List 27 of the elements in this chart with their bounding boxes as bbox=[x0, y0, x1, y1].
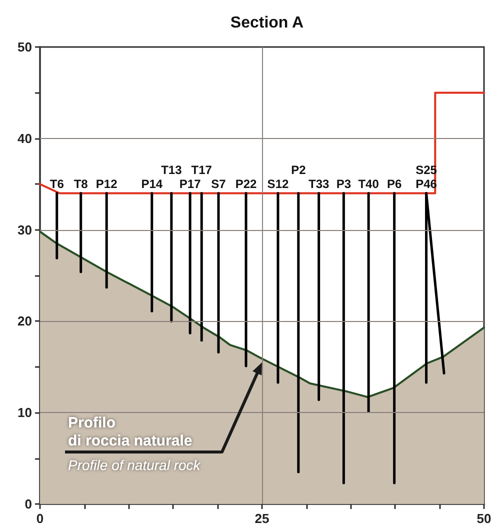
series-label: S12 bbox=[267, 177, 289, 192]
annotation: Profile of natural rock bbox=[68, 457, 202, 473]
y-tick-label: 10 bbox=[18, 405, 32, 420]
y-tick-label: 40 bbox=[18, 130, 32, 146]
series-label: P2 bbox=[291, 163, 306, 178]
y-tick-label: 20 bbox=[18, 314, 32, 329]
series-label: P3 bbox=[336, 177, 352, 192]
series-label: P6 bbox=[386, 177, 402, 192]
y-tick-label: 0 bbox=[24, 496, 32, 512]
series-label: P17 bbox=[179, 177, 202, 192]
y-tick-label: 50 bbox=[18, 40, 32, 54]
series-label: S7 bbox=[211, 177, 226, 192]
x-tick-label: 50 bbox=[476, 511, 492, 526]
x-tick-label: 25 bbox=[254, 511, 270, 526]
series-label: T40 bbox=[358, 177, 380, 192]
x-tick-label: 0 bbox=[36, 511, 44, 526]
annotation: Profilo di roccia naturale bbox=[68, 414, 192, 450]
series-label: T17 bbox=[191, 163, 212, 178]
series-label: T6 bbox=[50, 177, 64, 192]
series-label: P22 bbox=[235, 177, 258, 192]
y-tick-label: 30 bbox=[18, 222, 32, 238]
series-label: T33 bbox=[308, 177, 330, 192]
series-label: P14 bbox=[141, 177, 163, 192]
series-label: T13 bbox=[161, 163, 182, 178]
series-label: T8 bbox=[74, 177, 88, 192]
series-label: P12 bbox=[96, 177, 118, 192]
chart-title: Section A bbox=[230, 14, 304, 32]
